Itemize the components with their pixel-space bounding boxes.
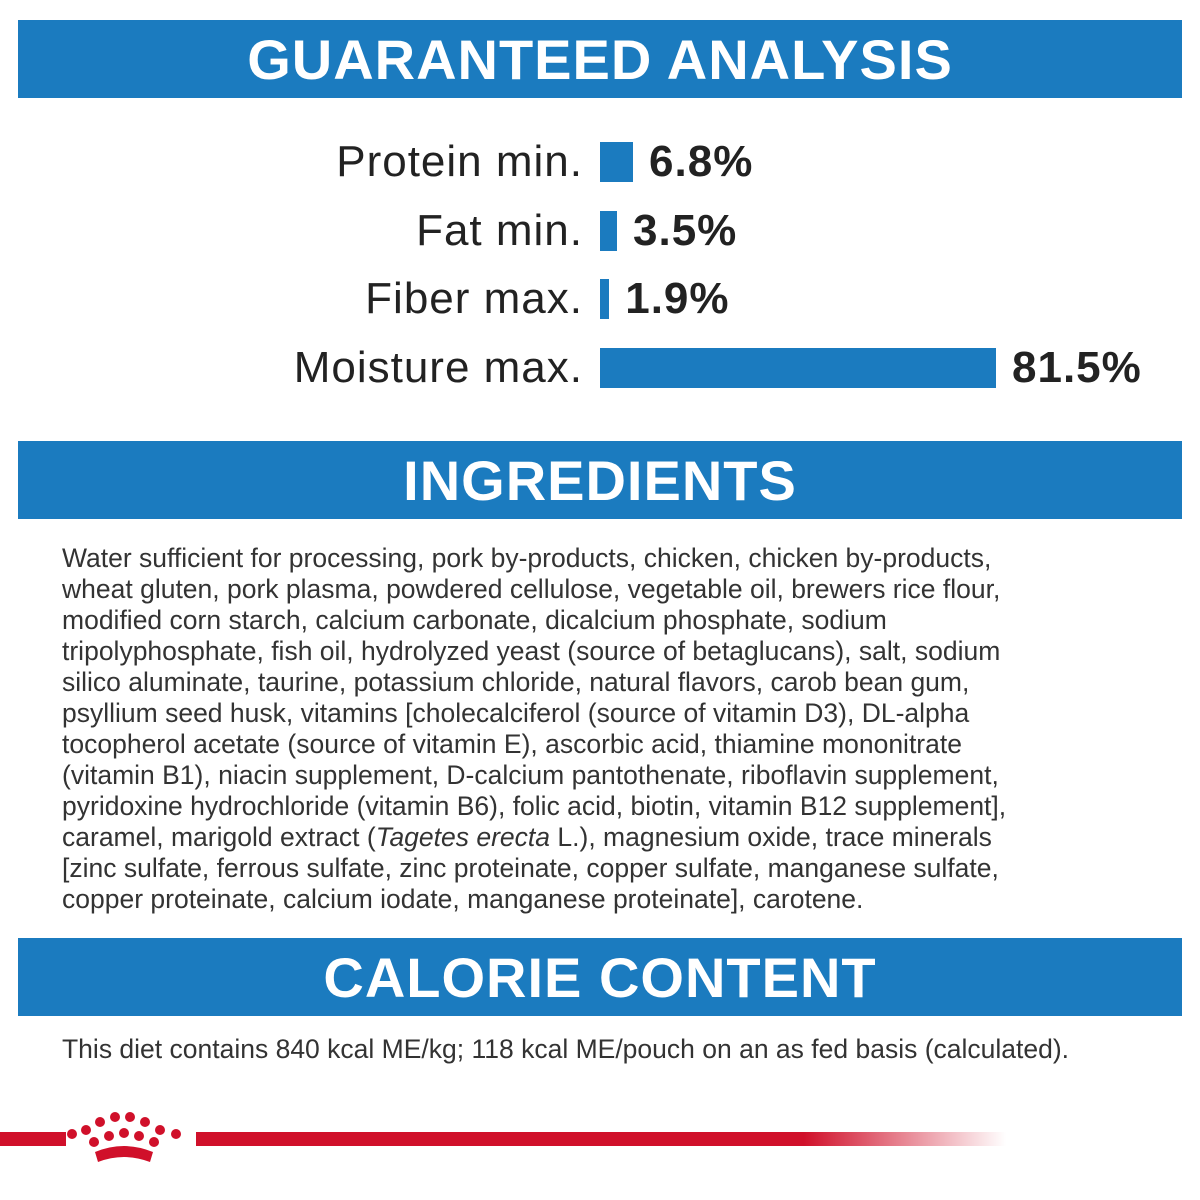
value-label: 81.5% bbox=[1012, 343, 1142, 393]
bar bbox=[600, 279, 610, 320]
row-label: Protein min. bbox=[336, 137, 583, 186]
text-line: pyridoxine hydrochloride (vitamin B6), f… bbox=[62, 791, 1007, 821]
value-label: 1.9% bbox=[625, 274, 730, 324]
text-line: tripolyphosphate, fish oil, hydrolyzed y… bbox=[62, 636, 1001, 666]
value-label: 6.8% bbox=[649, 137, 754, 186]
text-line: Water sufficient for processing, pork by… bbox=[62, 543, 992, 573]
text-line: psyllium seed husk, vitamins [cholecalci… bbox=[62, 698, 970, 728]
bar bbox=[600, 210, 617, 251]
text-line: copper proteinate, calcium iodate, manga… bbox=[62, 884, 864, 914]
row-label: Fiber max. bbox=[365, 274, 583, 324]
calorie-text: This diet contains 840 kcal ME/kg; 118 k… bbox=[62, 1034, 1070, 1064]
text-line: caramel, marigold extract (Tagetes erect… bbox=[62, 822, 992, 853]
brand-logo bbox=[0, 1112, 1006, 1162]
value-label: 3.5% bbox=[633, 205, 738, 255]
text-line: [zinc sulfate, ferrous sulfate, zinc pro… bbox=[62, 853, 999, 883]
section-header: GUARANTEED ANALYSIS bbox=[18, 20, 1182, 98]
text: L.), magnesium oxide, trace minerals bbox=[550, 822, 992, 852]
bar bbox=[600, 142, 634, 182]
bar bbox=[600, 348, 996, 389]
section-header: CALORIE CONTENT bbox=[18, 938, 1182, 1016]
row-label: Moisture max. bbox=[293, 343, 583, 393]
text: caramel, marigold extract ( bbox=[62, 822, 376, 852]
text-line: silico aluminate, taurine, potassium chl… bbox=[62, 667, 970, 697]
row-label: Fat min. bbox=[416, 205, 583, 255]
italic-text: Tagetes erecta bbox=[375, 822, 551, 852]
text-line: (vitamin B1), niacin supplement, D-calci… bbox=[62, 760, 999, 790]
text-line: modified corn starch, calcium carbonate,… bbox=[62, 605, 887, 635]
section-header: INGREDIENTS bbox=[18, 441, 1182, 519]
text-line: wheat gluten, pork plasma, powdered cell… bbox=[62, 574, 1001, 604]
text-line: tocopherol acetate (source of vitamin E)… bbox=[62, 729, 962, 759]
